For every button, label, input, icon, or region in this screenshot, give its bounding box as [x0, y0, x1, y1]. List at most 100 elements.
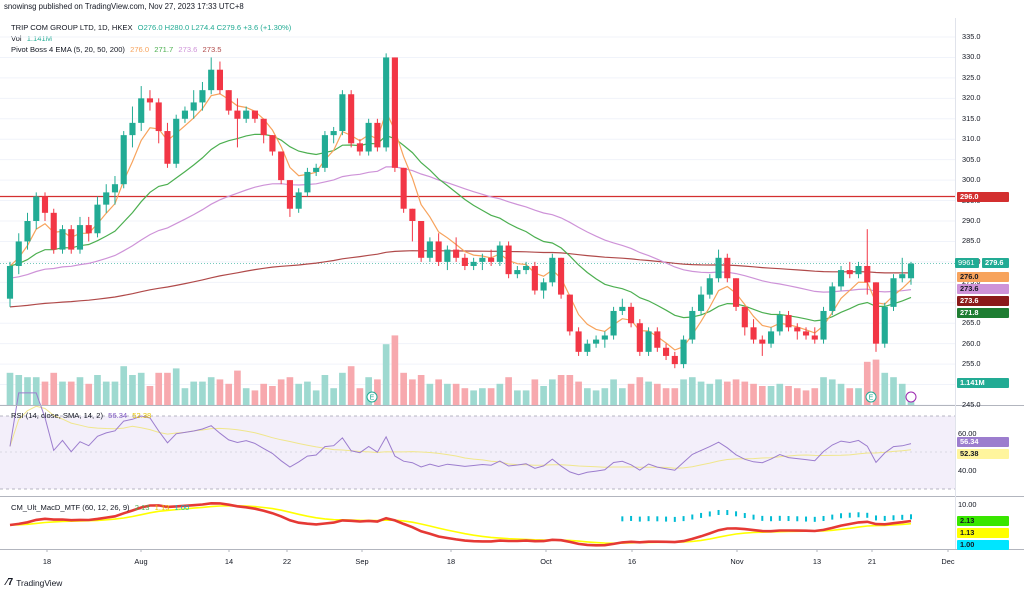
- price-tick-label: 315.0: [962, 113, 981, 123]
- candle-body: [6, 265, 14, 299]
- macd-histogram-bar: [813, 516, 816, 522]
- macd-histogram-bar: [883, 515, 886, 521]
- price-axis-border: [955, 18, 956, 549]
- tradingview-logo[interactable]: ⁄7 TradingView: [6, 577, 62, 588]
- candle-body: [444, 249, 451, 262]
- volume-bar: [732, 379, 740, 405]
- candle-body: [24, 221, 31, 242]
- time-tick-label: 13: [812, 557, 822, 566]
- macd-histogram-bar: [770, 516, 773, 522]
- volume-bar: [881, 372, 889, 405]
- volume-bar: [382, 344, 390, 405]
- time-tick-label: 14: [224, 557, 234, 566]
- rsi-legend: RSI (14, close, SMA, 14, 2) 56.34 52.38: [11, 411, 154, 420]
- candle-body: [776, 315, 783, 332]
- candle-body: [111, 184, 119, 193]
- price-tick-label: 245.0: [962, 400, 981, 409]
- macd-label[interactable]: CM_Ult_MacD_MTF (60, 12, 26, 9): [11, 503, 130, 512]
- candle-body: [593, 339, 600, 344]
- macd-histogram-bar: [901, 514, 904, 520]
- ema200-line: [9, 250, 911, 308]
- volume-bar: [820, 377, 827, 405]
- candle-body: [724, 257, 731, 279]
- volume-bar: [146, 386, 154, 405]
- candle-body: [514, 270, 521, 275]
- volume-bar: [767, 386, 775, 405]
- candle-body: [523, 265, 530, 271]
- candle-body: [251, 110, 258, 119]
- volume-bar: [391, 335, 399, 405]
- volume-bar: [793, 388, 801, 405]
- macd-histogram-bar: [656, 516, 659, 522]
- volume-label[interactable]: Vol: [11, 34, 22, 43]
- candle-body: [811, 335, 818, 340]
- candle-body: [330, 131, 337, 136]
- candle-body: [225, 90, 232, 111]
- candle-body: [767, 331, 775, 344]
- volume-bar: [137, 372, 145, 405]
- candle-body: [383, 57, 390, 148]
- ema5-value: 276.0: [130, 45, 150, 54]
- volume-bar: [444, 383, 451, 405]
- macd-pane-separator[interactable]: [0, 496, 1024, 497]
- candle-body: [41, 196, 49, 213]
- ema-label[interactable]: Pivot Boss 4 EMA (5, 20, 50, 200): [11, 45, 125, 54]
- candle-body: [802, 331, 810, 336]
- candle-body: [479, 257, 486, 262]
- rsi-tick-60: 60.00: [958, 429, 977, 438]
- rsi-tick-40: 40.00: [958, 466, 977, 475]
- volume-bar: [260, 383, 268, 405]
- candle-body: [59, 229, 66, 250]
- price-tick-label: 260.0: [962, 338, 981, 348]
- volume-bar: [697, 381, 705, 405]
- candle-body: [400, 167, 407, 209]
- volume-value: 1.141M: [26, 34, 53, 43]
- volume-bar: [50, 372, 58, 405]
- candle-body: [601, 335, 608, 340]
- price-tick-label: 265.0: [962, 318, 981, 328]
- volume-bar: [566, 375, 574, 405]
- macd-histogram-bar: [866, 512, 869, 518]
- time-tick-label: Nov: [730, 557, 744, 566]
- volume-bar: [216, 379, 224, 405]
- candle-body: [899, 274, 906, 279]
- macd-histogram-bar: [743, 513, 746, 519]
- rsi-label[interactable]: RSI (14, close, SMA, 14, 2): [11, 411, 104, 420]
- candle-body: [313, 167, 320, 172]
- candle-body: [890, 278, 897, 307]
- rsi-pane-separator[interactable]: [0, 405, 1024, 406]
- volume-bar: [636, 377, 644, 405]
- candle-body: [820, 310, 827, 340]
- symbol-name[interactable]: TRIP COM GROUP LTD, 1D, HKEX: [11, 23, 133, 32]
- volume-bar: [470, 390, 477, 405]
- candle-body: [68, 229, 75, 250]
- volume-bar: [452, 383, 460, 405]
- candle-body: [50, 212, 57, 250]
- volume-bar: [619, 388, 626, 405]
- volume-bar: [575, 381, 582, 405]
- volume-bar: [102, 381, 110, 405]
- volume-bar: [409, 379, 416, 405]
- volume-bar: [295, 383, 302, 405]
- candle-body: [872, 282, 880, 344]
- candle-body: [103, 192, 110, 205]
- time-tick-label: Aug: [134, 557, 148, 566]
- volume-bar: [898, 383, 906, 405]
- volume-bar: [312, 390, 320, 405]
- candle-body: [278, 151, 285, 181]
- volume-bar: [802, 390, 810, 405]
- tradingview-icon: ⁄7: [6, 577, 14, 588]
- candle-body: [785, 315, 792, 328]
- volume-bar: [67, 381, 75, 405]
- rsi-sma-tag: 52.38: [957, 449, 1009, 459]
- price-tick-label: 320.0: [962, 93, 981, 103]
- volume-bar: [680, 379, 687, 405]
- dividend-marker-icon: [905, 391, 917, 403]
- time-tick-label: 16: [627, 557, 637, 566]
- ema50-value: 273.6: [178, 45, 198, 54]
- volume-bar: [706, 383, 714, 405]
- macd-histogram-bar: [752, 514, 755, 520]
- candle-body: [216, 69, 224, 91]
- time-tick-label: 18: [42, 557, 52, 566]
- volume-bar: [846, 388, 854, 405]
